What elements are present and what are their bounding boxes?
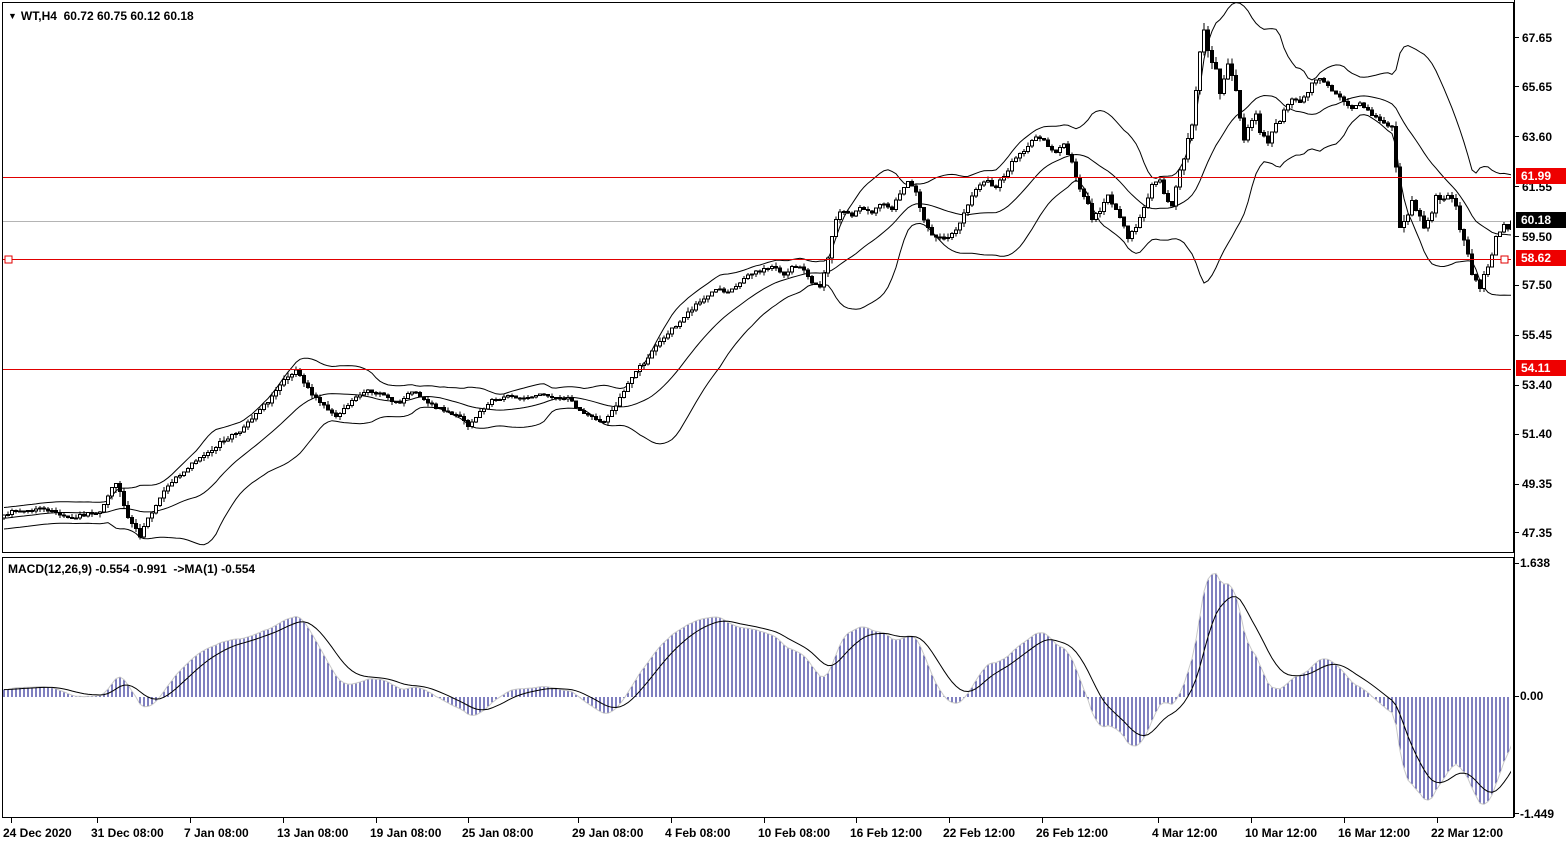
time-tick-dash: [949, 818, 950, 823]
macd-indicator-label: MACD(12,26,9) -0.554 -0.991 ->MA(1) -0.5…: [8, 562, 256, 576]
price-tick-dash: [1514, 284, 1519, 286]
price-panel[interactable]: ▼ WT,H4 60.72 60.75 60.12 60.18: [2, 2, 1514, 553]
time-tick-label: 10 Mar 12:00: [1245, 826, 1318, 840]
time-tick-dash: [578, 818, 579, 823]
price-tick-label: 67.65: [1522, 30, 1553, 45]
time-tick-label: 4 Feb 08:00: [665, 826, 731, 840]
macd-tick-dash: [1514, 562, 1519, 564]
time-tick-label: 24 Dec 2020: [3, 826, 72, 840]
time-tick-dash: [1158, 818, 1159, 823]
time-tick-dash: [11, 818, 12, 823]
symbol-period-label: WT,H4: [20, 9, 57, 23]
price-tick-label: 49.35: [1522, 477, 1553, 492]
macd-tick-label: 1.638: [1520, 556, 1551, 570]
time-tick-dash: [376, 818, 377, 823]
macd-tick-dash: [1514, 813, 1519, 815]
time-tick-label: 26 Feb 12:00: [1036, 826, 1109, 840]
time-tick-label: 16 Feb 12:00: [850, 826, 923, 840]
current-price-tag: 60.18: [1516, 212, 1566, 229]
collapse-triangle-icon[interactable]: ▼: [8, 11, 17, 21]
price-tick-dash: [1514, 433, 1519, 435]
macd-panel[interactable]: MACD(12,26,9) -0.554 -0.991 ->MA(1) -0.5…: [2, 557, 1514, 818]
time-tick-label: 16 Mar 12:00: [1338, 826, 1411, 840]
time-tick-dash: [190, 818, 191, 823]
time-tick-label: 13 Jan 08:00: [277, 826, 349, 840]
macd-tick-dash: [1514, 695, 1519, 697]
price-tick-label: 63.60: [1522, 129, 1553, 144]
time-tick-dash: [1437, 818, 1438, 823]
time-tick-label: 7 Jan 08:00: [184, 826, 249, 840]
ohlc-values: 60.72 60.75 60.12 60.18: [63, 9, 194, 23]
time-tick-dash: [283, 818, 284, 823]
time-tick-dash: [764, 818, 765, 823]
price-axis-line: [1514, 0, 1515, 817]
time-tick-label: 22 Feb 12:00: [943, 826, 1016, 840]
time-tick-dash: [468, 818, 469, 823]
time-tick-dash: [671, 818, 672, 823]
price-tick-dash: [1514, 37, 1519, 39]
price-level-tag[interactable]: 61.99: [1516, 167, 1566, 184]
price-tick-label: 59.50: [1522, 229, 1553, 244]
price-tick-dash: [1514, 236, 1519, 238]
price-level-tag[interactable]: 58.62: [1516, 250, 1566, 267]
macd-tick-label: 0.00: [1520, 689, 1544, 704]
price-tick-label: 65.65: [1522, 79, 1553, 94]
ohlc-readout: [57, 9, 64, 23]
price-tick-dash: [1514, 86, 1519, 88]
price-tick-dash: [1514, 334, 1519, 336]
price-tick-dash: [1514, 186, 1519, 188]
time-tick-dash: [856, 818, 857, 823]
price-tick-dash: [1514, 384, 1519, 386]
price-tick-label: 47.35: [1522, 525, 1553, 540]
time-tick-label: 19 Jan 08:00: [370, 826, 442, 840]
price-tick-dash: [1514, 532, 1519, 534]
time-tick-label: 22 Mar 12:00: [1431, 826, 1504, 840]
time-tick-dash: [1344, 818, 1345, 823]
price-tick-dash: [1514, 483, 1519, 485]
price-tick-label: 55.45: [1522, 328, 1553, 343]
price-tick-label: 57.50: [1522, 278, 1553, 293]
price-chart-canvas[interactable]: [3, 3, 1511, 550]
time-tick-dash: [1251, 818, 1252, 823]
chart-title: ▼ WT,H4 60.72 60.75 60.12 60.18: [8, 9, 194, 23]
time-tick-label: 31 Dec 08:00: [91, 826, 164, 840]
price-tick-label: 51.40: [1522, 427, 1553, 442]
time-tick-label: 25 Jan 08:00: [462, 826, 534, 840]
price-tick-dash: [1514, 136, 1519, 138]
time-tick-dash: [1042, 818, 1043, 823]
price-level-tag[interactable]: 54.11: [1516, 360, 1566, 377]
time-tick-label: 4 Mar 12:00: [1152, 826, 1218, 840]
macd-tick-label: -1.449: [1520, 806, 1555, 821]
time-tick-dash: [97, 818, 98, 823]
time-tick-label: 29 Jan 08:00: [572, 826, 644, 840]
macd-chart-canvas[interactable]: [3, 558, 1511, 815]
time-tick-label: 10 Feb 08:00: [758, 826, 831, 840]
price-tick-label: 53.40: [1522, 378, 1553, 393]
